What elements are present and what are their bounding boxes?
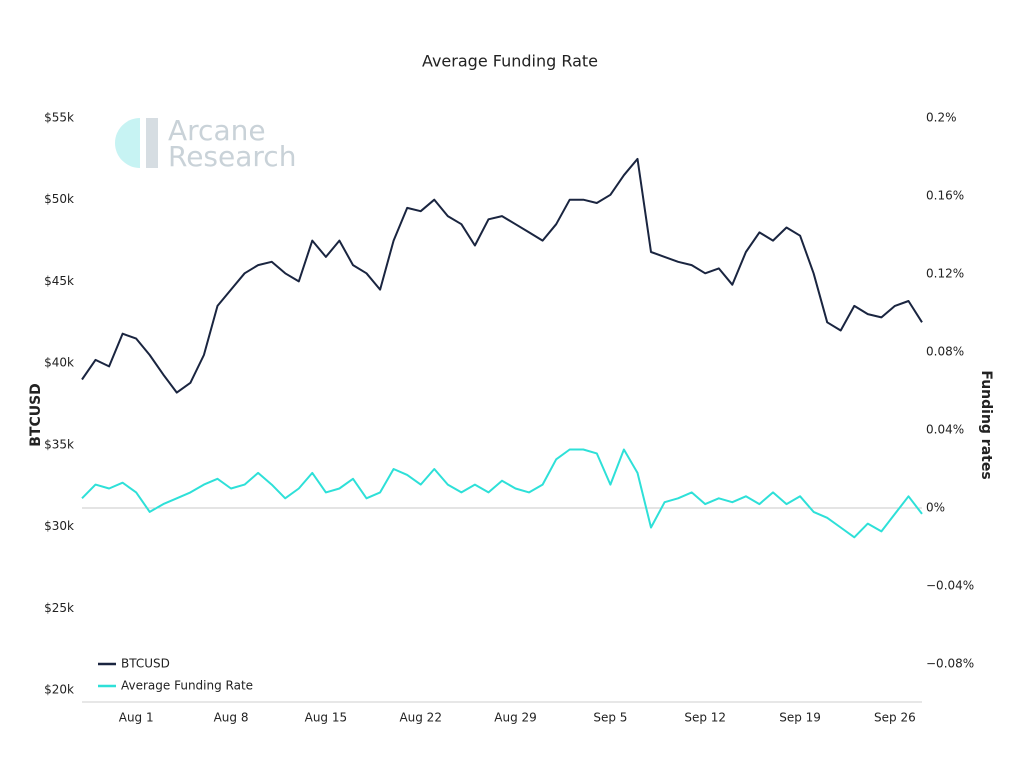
watermark-text: Research bbox=[168, 140, 296, 173]
x-tick-label: Aug 1 bbox=[119, 711, 154, 725]
y-tick-label: $25k bbox=[44, 601, 74, 615]
y2-tick-label: 0.04% bbox=[926, 423, 964, 437]
y-axis-label: BTCUSD bbox=[28, 383, 44, 447]
y-tick-label: $20k bbox=[44, 683, 74, 697]
y2-tick-label: 0% bbox=[926, 501, 945, 515]
y2-axis-label: Funding rates bbox=[978, 370, 994, 479]
y2-tick-label: 0.08% bbox=[926, 345, 964, 359]
x-tick-label: Sep 19 bbox=[779, 711, 821, 725]
x-tick-label: Aug 22 bbox=[399, 711, 442, 725]
x-tick-label: Sep 26 bbox=[874, 711, 916, 725]
x-tick-label: Aug 8 bbox=[214, 711, 249, 725]
chart-title: Average Funding Rate bbox=[422, 52, 598, 71]
y2-tick-label: −0.04% bbox=[926, 579, 974, 593]
x-tick-label: Sep 5 bbox=[593, 711, 627, 725]
y-tick-label: $45k bbox=[44, 274, 74, 288]
x-tick-label: Sep 12 bbox=[684, 711, 726, 725]
y-tick-label: $50k bbox=[44, 192, 74, 206]
y-tick-label: $30k bbox=[44, 519, 74, 533]
y-tick-label: $35k bbox=[44, 437, 74, 451]
legend-label: BTCUSD bbox=[121, 657, 170, 671]
legend-label: Average Funding Rate bbox=[121, 679, 253, 693]
x-tick-label: Aug 15 bbox=[305, 711, 348, 725]
y2-tick-label: 0.16% bbox=[926, 189, 964, 203]
x-tick-label: Aug 29 bbox=[494, 711, 537, 725]
y2-tick-label: −0.08% bbox=[926, 657, 974, 671]
y-tick-label: $40k bbox=[44, 356, 74, 370]
y-tick-label: $55k bbox=[44, 111, 74, 125]
watermark-text: Arcane bbox=[168, 114, 266, 147]
series-line bbox=[81, 448, 923, 539]
series-line bbox=[81, 157, 923, 394]
y2-tick-label: 0.12% bbox=[926, 267, 964, 281]
watermark-logo: Arcane Research bbox=[115, 114, 296, 173]
y2-tick-label: 0.2% bbox=[926, 111, 957, 125]
